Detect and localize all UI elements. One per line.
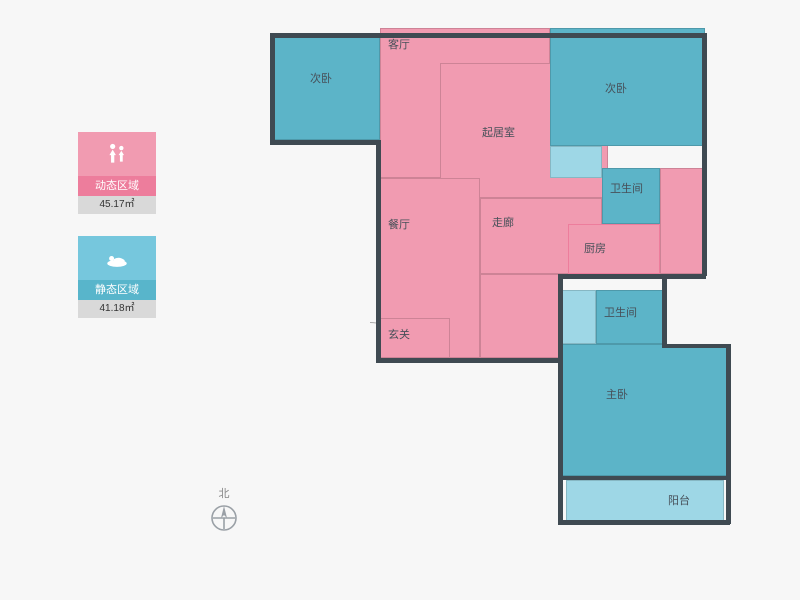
wall-7 [702,33,707,276]
room-pink-lower [480,274,560,358]
legend-dynamic: 动态区域 45.17㎡ [78,132,156,214]
wall-6 [558,274,706,279]
wall-1 [270,33,275,143]
room-bathroom2 [596,290,664,344]
room-kitchen [568,224,660,274]
people-icon [104,141,130,167]
legend-dynamic-swatch [78,132,156,176]
room-masterbedroom [560,344,730,476]
compass-north-label: 北 [204,485,244,501]
legend: 动态区域 45.17㎡ 静态区域 41.18㎡ [78,132,156,340]
room-bath-niche [550,146,602,178]
floorplan: 次卧客厅起居室次卧卫生间走廊厨房餐厅玄关卫生间主卧阳台 [270,28,750,573]
room-bedroom2-right [550,28,705,146]
wall-11 [662,274,667,348]
compass: 北 [204,485,244,538]
wall-8 [726,344,731,524]
legend-dynamic-value: 45.17㎡ [78,196,156,214]
sleep-icon [104,245,130,271]
room-hall-gap [560,290,596,344]
legend-static-swatch [78,236,156,280]
wall-4 [376,358,562,363]
room-xuanguan [380,318,450,358]
legend-dynamic-title: 动态区域 [78,176,156,196]
room-bathroom1 [602,168,660,224]
legend-static: 静态区域 41.18㎡ [78,236,156,318]
wall-10 [558,476,730,480]
wall-5 [558,274,563,524]
legend-static-title: 静态区域 [78,280,156,300]
room-balcony [566,480,724,522]
wall-3 [376,140,381,362]
wall-0 [270,33,707,38]
room-pink-rstrip [660,168,705,274]
wall-12 [662,344,730,348]
wall-2 [270,140,380,145]
room-bedroom2-left [270,36,380,140]
wall-9 [558,520,730,525]
legend-static-value: 41.18㎡ [78,300,156,318]
compass-icon [209,503,239,533]
